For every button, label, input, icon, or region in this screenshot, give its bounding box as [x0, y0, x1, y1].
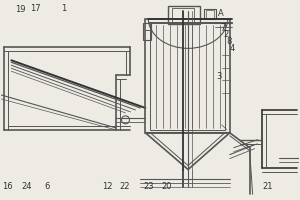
Text: 6: 6 — [45, 182, 50, 191]
Text: 3: 3 — [216, 72, 221, 81]
Text: 16: 16 — [2, 182, 13, 191]
Bar — [150, 23, 225, 130]
Text: 20: 20 — [161, 182, 172, 191]
Bar — [143, 23, 151, 40]
Text: 21: 21 — [263, 182, 273, 191]
Text: A: A — [218, 9, 223, 18]
Bar — [206, 10, 214, 18]
Bar — [172, 8, 194, 22]
Text: 17: 17 — [30, 4, 41, 13]
Text: 2: 2 — [224, 30, 229, 39]
Text: 23: 23 — [143, 182, 154, 191]
Text: 24: 24 — [21, 182, 32, 191]
Text: 7: 7 — [220, 23, 226, 32]
Bar — [168, 6, 200, 24]
Text: 22: 22 — [120, 182, 130, 191]
Text: 12: 12 — [102, 182, 112, 191]
Text: 8: 8 — [226, 37, 232, 46]
Text: 19: 19 — [15, 5, 26, 14]
Text: 1: 1 — [61, 4, 67, 13]
Bar — [146, 19, 230, 133]
Text: 4: 4 — [230, 44, 235, 53]
Bar — [204, 9, 216, 19]
